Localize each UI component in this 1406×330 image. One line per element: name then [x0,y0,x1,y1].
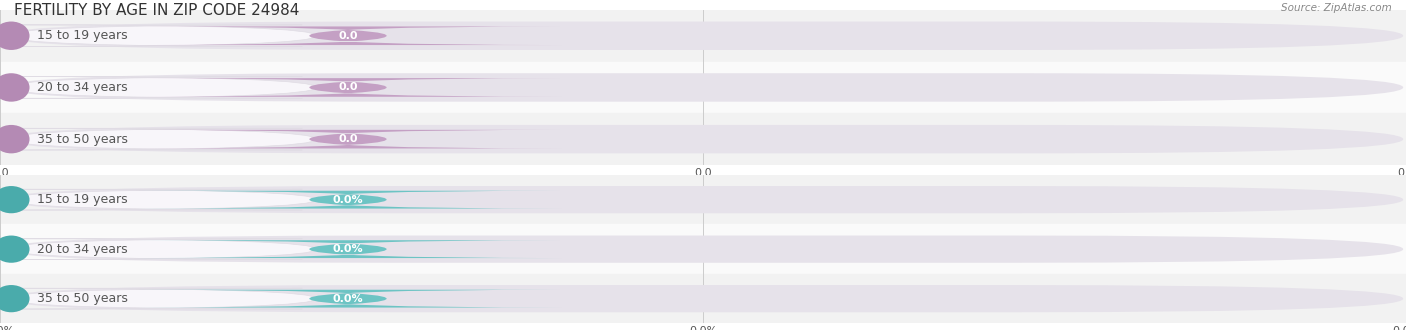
FancyBboxPatch shape [134,26,562,45]
Text: 35 to 50 years: 35 to 50 years [37,292,128,305]
Ellipse shape [0,236,30,263]
FancyBboxPatch shape [134,240,562,258]
Ellipse shape [0,21,30,50]
Text: Source: ZipAtlas.com: Source: ZipAtlas.com [1281,3,1392,13]
Text: 0.0: 0.0 [339,134,357,144]
Text: 0.0%: 0.0% [333,195,363,205]
Text: 15 to 19 years: 15 to 19 years [37,193,127,206]
Ellipse shape [0,125,30,153]
FancyBboxPatch shape [3,73,1403,102]
Bar [0,274,1406,323]
FancyBboxPatch shape [3,236,1403,263]
FancyBboxPatch shape [3,285,1403,312]
FancyBboxPatch shape [3,21,1403,50]
Text: FERTILITY BY AGE IN ZIP CODE 24984: FERTILITY BY AGE IN ZIP CODE 24984 [14,3,299,18]
Bar [0,175,1406,224]
FancyBboxPatch shape [7,189,316,210]
Text: 35 to 50 years: 35 to 50 years [37,133,128,146]
FancyBboxPatch shape [134,130,562,148]
Text: 15 to 19 years: 15 to 19 years [37,29,127,42]
Ellipse shape [0,73,30,102]
Text: 20 to 34 years: 20 to 34 years [37,243,127,256]
Ellipse shape [0,186,30,213]
Text: 0.0%: 0.0% [333,244,363,254]
Bar [0,113,1406,165]
FancyBboxPatch shape [134,290,562,308]
FancyBboxPatch shape [3,186,1403,213]
Ellipse shape [0,285,30,312]
Text: 0.0: 0.0 [339,82,357,92]
Text: 20 to 34 years: 20 to 34 years [37,81,127,94]
Bar [0,10,1406,62]
FancyBboxPatch shape [7,25,316,47]
Bar [0,62,1406,113]
FancyBboxPatch shape [134,78,562,97]
FancyBboxPatch shape [7,239,316,259]
Text: 0.0%: 0.0% [333,294,363,304]
FancyBboxPatch shape [134,191,562,209]
FancyBboxPatch shape [3,125,1403,153]
FancyBboxPatch shape [7,128,316,150]
FancyBboxPatch shape [7,288,316,309]
Bar [0,224,1406,274]
Text: 0.0: 0.0 [339,31,357,41]
FancyBboxPatch shape [7,77,316,98]
